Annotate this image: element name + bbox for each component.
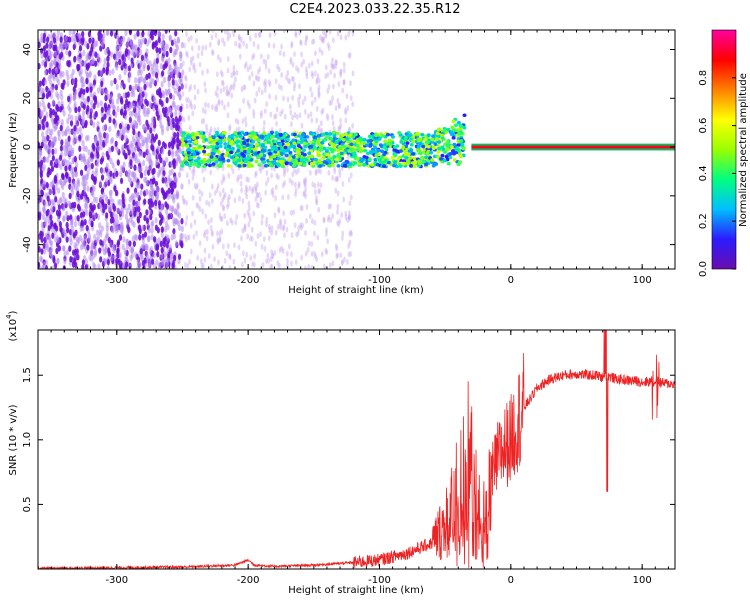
x-tick-label: -300 xyxy=(105,575,128,586)
x-tick-label: 0 xyxy=(508,575,514,586)
x-tick-label: -100 xyxy=(368,575,391,586)
snr-axes: -300 -200 -100 0 100 0.5 1.0 1.5 xyxy=(22,330,675,586)
y-tick-label: 40 xyxy=(22,43,33,56)
snr-frame xyxy=(37,329,676,570)
x-tick-label: -100 xyxy=(368,275,391,286)
x-tick-label: -300 xyxy=(105,275,128,286)
colorbar-label: Normalized spectral amplitude xyxy=(738,73,749,227)
heatmap-x-axis-label: Height of straight line (km) xyxy=(288,285,424,296)
x-tick-label: -200 xyxy=(237,575,260,586)
colorbar-tick-label: 0.6 xyxy=(698,118,709,134)
colorbar-axis: 0.0 0.2 0.4 0.6 0.8 xyxy=(698,70,736,277)
y-tick-label: -40 xyxy=(22,236,33,252)
chart-title: C2E4.2023.033.22.35.R12 xyxy=(289,2,461,17)
y-tick-label: 20 xyxy=(22,92,33,105)
y-tick-label: 0 xyxy=(22,144,33,150)
y-tick-label: 1.5 xyxy=(22,367,33,383)
colorbar-tick-label: 0.4 xyxy=(698,165,709,181)
colorbar-tick-label: 0.8 xyxy=(698,70,709,86)
x-tick-label: 0 xyxy=(508,275,514,286)
snr-plot-area xyxy=(38,330,675,569)
snr-x-axis-label: Height of straight line (km) xyxy=(288,585,424,596)
y-tick-label: 1.0 xyxy=(22,432,33,448)
colorbar xyxy=(711,29,737,270)
x-tick-label: -200 xyxy=(237,275,260,286)
snr-y-multiplier: (x104) xyxy=(5,310,19,341)
snr-series-line xyxy=(38,330,675,569)
snr-y-axis-label: SNR (10 * v/v) xyxy=(8,404,19,475)
y-tick-label: 0.5 xyxy=(22,496,33,512)
colorbar-tick-label: 0.2 xyxy=(698,213,709,229)
colorbar-tick-label: 0.0 xyxy=(698,261,709,277)
x-tick-label: 100 xyxy=(633,575,652,586)
x-tick-label: 100 xyxy=(633,275,652,286)
spectrogram-heatmap xyxy=(38,30,675,269)
heatmap-frame xyxy=(37,29,676,270)
y-tick-label: -20 xyxy=(22,188,33,204)
heatmap-y-axis-label: Frequency (Hz) xyxy=(8,112,19,188)
